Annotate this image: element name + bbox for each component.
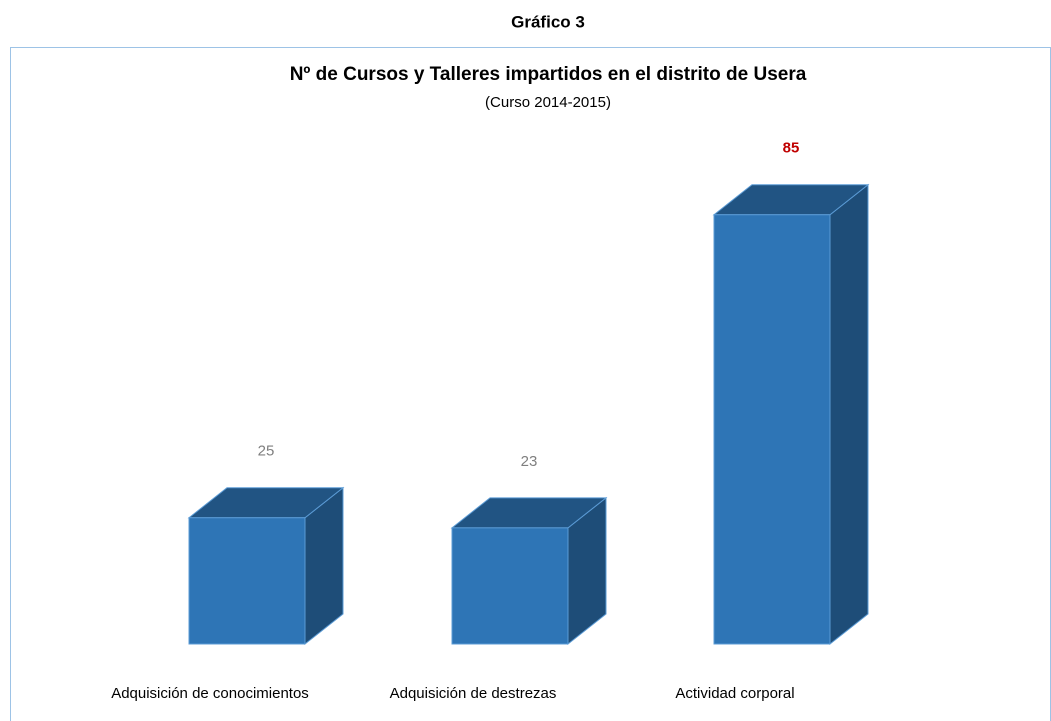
x-tick-label: Adquisición de conocimientos xyxy=(111,685,309,702)
bar-front xyxy=(451,527,569,645)
bar-front xyxy=(713,214,831,645)
bar-side xyxy=(829,183,869,646)
chart-subtitle: (Curso 2014-2015) xyxy=(485,94,611,111)
data-label: 23 xyxy=(521,453,538,470)
bar xyxy=(187,486,345,646)
data-label: 85 xyxy=(783,140,800,157)
heading: Gráfico 3 xyxy=(511,12,585,31)
chart-title: Nº de Cursos y Talleres impartidos en el… xyxy=(290,64,807,85)
bar-front xyxy=(188,517,306,645)
x-tick-label: Actividad corporal xyxy=(675,685,794,702)
bar xyxy=(712,183,870,646)
data-label: 25 xyxy=(258,443,275,460)
x-tick-label: Adquisición de destrezas xyxy=(390,685,557,702)
bar xyxy=(450,496,608,646)
